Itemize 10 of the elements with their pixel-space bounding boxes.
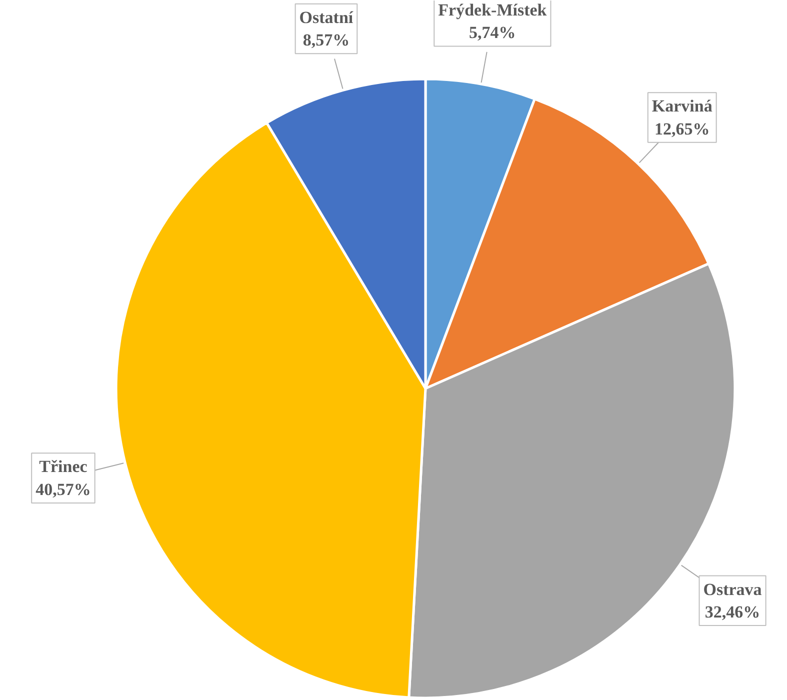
data-label: 32,46% <box>704 602 760 622</box>
slice-label: Frýdek-Místek <box>438 0 548 20</box>
slice-label: Třinec <box>39 457 88 476</box>
slice-label: Ostrava <box>703 580 762 599</box>
slice-label: Ostatní <box>299 8 354 27</box>
data-label: 8,57% <box>302 30 350 50</box>
data-label: 12,65% <box>654 119 710 138</box>
data-label: 5,74% <box>469 23 516 42</box>
data-label: 40,57% <box>36 480 91 499</box>
slice-label: Karviná <box>652 96 713 116</box>
